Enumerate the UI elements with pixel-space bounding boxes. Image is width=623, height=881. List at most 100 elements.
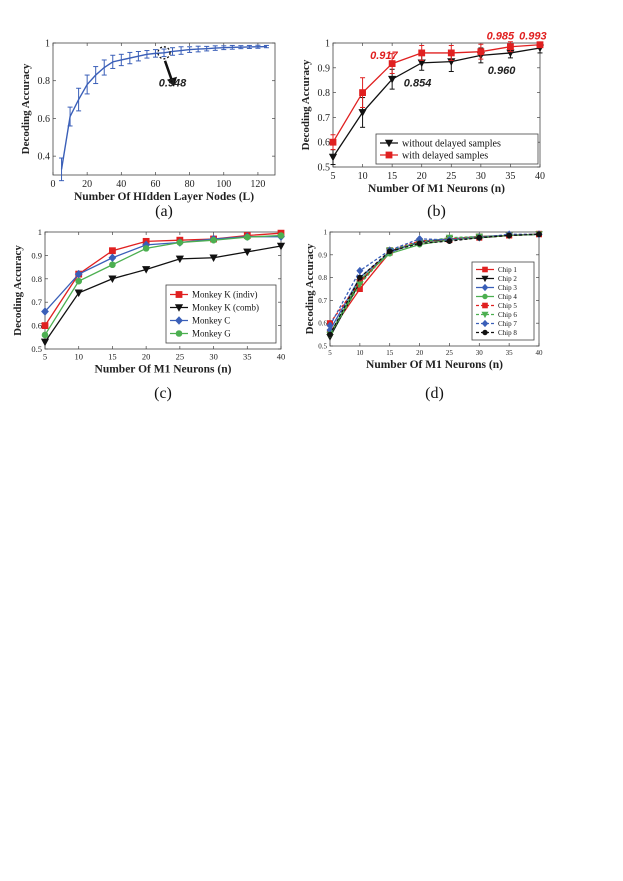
highlight-arrow [163, 60, 174, 82]
series-line [329, 233, 539, 326]
y-tick-label: 0.8 [318, 274, 327, 282]
legend: Monkey K (indiv) Monkey K (comb) Monkey C M… [165, 284, 277, 344]
data-point [41, 322, 49, 330]
legend-swatch-marker [175, 316, 183, 325]
y-tick-label: 0.6 [318, 320, 327, 328]
x-tick-label: 40 [116, 179, 126, 190]
value-annotation: 0.917 [370, 50, 398, 62]
series-line [329, 233, 540, 335]
panel-caption: (a) [155, 203, 173, 220]
data-point [416, 240, 423, 247]
legend-label: Monkey K (comb) [192, 303, 259, 313]
x-tick-label: 15 [108, 352, 117, 362]
data-point [142, 266, 151, 274]
x-tick-label: 30 [476, 349, 484, 357]
y-tick-label: 0.8 [318, 88, 331, 99]
data-point [418, 49, 426, 57]
chart-panel-c: 5 10 15 20 25 30 35 40 0.5 0.6 0.7 0.8 0.9 1 Number Of… [12, 227, 285, 402]
data-point [356, 274, 363, 281]
data-point [447, 49, 455, 57]
data-point [388, 60, 396, 67]
y-tick-label: 0.8 [31, 274, 42, 284]
legend-label: Chip 1 [498, 266, 517, 274]
legend-label: Chip 8 [498, 329, 517, 337]
y-tick-label: 0.9 [318, 251, 327, 259]
panel-caption: (c) [154, 385, 172, 402]
legend-swatch-marker [482, 302, 488, 309]
data-point [477, 48, 485, 56]
legend-swatch-marker [481, 319, 489, 328]
series-line [332, 44, 541, 143]
y-tick-label: 0.5 [318, 163, 331, 174]
x-tick-label: 25 [176, 352, 185, 362]
x-axis-title: Number Of HIdden Layer Nodes (L) [74, 191, 254, 203]
y-tick-label: 0.5 [31, 344, 42, 354]
y-tick-label: 0.9 [31, 250, 42, 260]
legend-swatch-marker [482, 266, 488, 273]
data-point [327, 331, 333, 338]
data-point [40, 338, 50, 347]
series-chip-8 [327, 231, 542, 338]
y-tick-label: 0.6 [318, 138, 331, 149]
y-tick-label: 0.7 [318, 297, 327, 305]
data-point [243, 248, 252, 257]
chart-panel-b: 5 10 15 20 25 30 35 40 0.5 0.6 0.7 0.8 0.9 1 Number Of… [300, 31, 547, 220]
legend-label: Monkey C [192, 316, 230, 326]
value-annotation: 0.960 [488, 65, 516, 77]
y-tick-label: 1 [45, 39, 50, 50]
series-line [44, 232, 282, 326]
value-annotation: 0.985 [487, 31, 515, 43]
data-point [536, 231, 542, 238]
data-point [507, 43, 514, 51]
legend-label: Chip 5 [498, 302, 517, 310]
x-tick-label: 20 [416, 349, 424, 357]
legend-swatch-marker [482, 293, 488, 300]
data-point [210, 236, 217, 244]
x-tick-label: 40 [535, 171, 545, 182]
data-point [476, 234, 483, 241]
y-tick-label: 0.9 [318, 63, 331, 74]
x-tick-label: 35 [243, 352, 252, 362]
x-tick-label: 10 [356, 349, 364, 357]
data-point [386, 248, 393, 255]
y-tick-label: 0.7 [31, 297, 42, 307]
value-annotation: 0.854 [404, 77, 432, 89]
legend-label: Chip 7 [498, 320, 517, 328]
legend-swatch-marker [481, 311, 489, 319]
y-tick-label: 1 [38, 227, 42, 237]
y-tick-label: 0.7 [318, 113, 331, 124]
legend-label: Chip 2 [498, 275, 517, 283]
series-line [329, 233, 540, 335]
series-line [44, 245, 282, 343]
y-tick-label: 0.4 [38, 152, 51, 163]
chart-panel-a: 0 20 40 60 80 100 120 0.4 0.6 0.8 1 Number Of HIdde… [20, 39, 276, 220]
legend-label: Chip 4 [498, 293, 517, 301]
x-tick-label: 5 [328, 349, 332, 357]
series-main [59, 44, 269, 182]
data-point [109, 261, 116, 269]
x-axis-title: Number Of M1 Neurons (n) [95, 364, 232, 376]
data-point [109, 247, 116, 255]
data-point [175, 255, 184, 264]
data-point [388, 75, 397, 84]
x-tick-label: 20 [142, 352, 151, 362]
data-point [209, 254, 218, 262]
y-tick-label: 0.5 [318, 342, 327, 350]
y-tick-label: 0.6 [38, 114, 51, 125]
series-with-delayed-samples [329, 41, 544, 151]
legend-label: Chip 6 [498, 311, 517, 319]
data-point [446, 238, 453, 245]
x-tick-label: 20 [417, 171, 427, 182]
legend-swatch-marker [481, 283, 489, 292]
legend-label: Chip 3 [498, 284, 517, 292]
x-tick-label: 35 [506, 349, 514, 357]
legend-label: Monkey G [192, 329, 231, 339]
panel-caption: (b) [427, 203, 446, 220]
series-monkey-k-comb- [40, 242, 286, 347]
data-point [243, 233, 251, 241]
y-axis-title: Decoding Accuracy [300, 59, 312, 150]
legend-label: without delayed samples [402, 139, 501, 150]
y-axis-title: Decoding Accuracy [12, 245, 24, 336]
data-point [536, 41, 544, 49]
